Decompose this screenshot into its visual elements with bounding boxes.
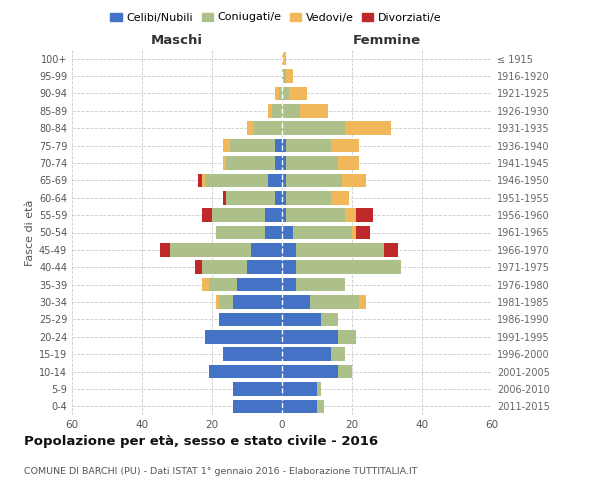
Bar	[282, 312, 320, 326]
Bar	[282, 156, 286, 170]
Bar	[282, 278, 296, 291]
Bar	[338, 330, 355, 344]
Bar	[338, 156, 359, 170]
Bar	[223, 191, 226, 204]
Bar	[226, 156, 275, 170]
Bar	[236, 278, 282, 291]
Text: Femmine: Femmine	[353, 34, 421, 46]
Bar	[268, 104, 271, 118]
Bar	[202, 208, 212, 222]
Bar	[286, 191, 331, 204]
Bar	[209, 365, 282, 378]
Bar	[345, 122, 391, 135]
Bar	[282, 174, 286, 187]
Bar	[282, 295, 310, 309]
Bar	[229, 139, 275, 152]
Bar	[233, 295, 282, 309]
Bar	[226, 191, 275, 204]
Bar	[251, 243, 282, 256]
Bar	[286, 139, 331, 152]
Bar	[296, 243, 383, 256]
Bar	[170, 243, 251, 256]
Bar	[282, 139, 286, 152]
Bar	[355, 226, 370, 239]
Text: COMUNE DI BARCHI (PU) - Dati ISTAT 1° gennaio 2016 - Elaborazione TUTTITALIA.IT: COMUNE DI BARCHI (PU) - Dati ISTAT 1° ge…	[24, 468, 418, 476]
Bar	[293, 226, 352, 239]
Bar	[160, 243, 170, 256]
Bar	[289, 86, 307, 100]
Bar	[296, 278, 345, 291]
Bar	[219, 312, 282, 326]
Bar	[198, 174, 202, 187]
Bar	[341, 174, 366, 187]
Bar	[247, 260, 282, 274]
Bar	[275, 191, 282, 204]
Bar	[286, 208, 345, 222]
Bar	[254, 122, 282, 135]
Bar	[202, 278, 209, 291]
Bar	[282, 330, 338, 344]
Bar	[282, 191, 286, 204]
Bar	[275, 156, 282, 170]
Bar	[338, 365, 352, 378]
Legend: Celibi/Nubili, Coniugati/e, Vedovi/e, Divorziati/e: Celibi/Nubili, Coniugati/e, Vedovi/e, Di…	[106, 8, 446, 27]
Bar	[278, 86, 282, 100]
Bar	[282, 226, 293, 239]
Bar	[286, 174, 341, 187]
Bar	[247, 122, 254, 135]
Bar	[282, 348, 331, 361]
Bar	[271, 104, 282, 118]
Bar	[215, 226, 265, 239]
Bar	[265, 208, 282, 222]
Bar	[275, 139, 282, 152]
Bar	[212, 208, 265, 222]
Text: Maschi: Maschi	[151, 34, 203, 46]
Bar	[265, 226, 282, 239]
Bar	[286, 70, 293, 83]
Bar	[282, 260, 296, 274]
Bar	[317, 400, 324, 413]
Bar	[194, 260, 202, 274]
Bar	[282, 86, 289, 100]
Bar	[331, 191, 349, 204]
Bar	[282, 365, 338, 378]
Bar	[320, 312, 338, 326]
Bar	[355, 208, 373, 222]
Bar	[282, 243, 296, 256]
Bar	[282, 70, 286, 83]
Text: Popolazione per età, sesso e stato civile - 2016: Popolazione per età, sesso e stato civil…	[24, 435, 378, 448]
Bar	[310, 295, 359, 309]
Bar	[331, 348, 345, 361]
Bar	[233, 382, 282, 396]
Bar	[352, 226, 355, 239]
Bar	[223, 156, 226, 170]
Bar	[233, 400, 282, 413]
Bar	[202, 174, 205, 187]
Bar	[209, 278, 236, 291]
Bar	[286, 156, 338, 170]
Bar	[331, 139, 359, 152]
Bar	[282, 104, 299, 118]
Bar	[383, 243, 398, 256]
Bar	[268, 174, 282, 187]
Bar	[205, 174, 268, 187]
Bar	[299, 104, 328, 118]
Bar	[282, 122, 345, 135]
Bar	[275, 86, 278, 100]
Bar	[282, 52, 286, 66]
Bar	[282, 382, 317, 396]
Bar	[282, 400, 317, 413]
Bar	[219, 295, 233, 309]
Bar	[345, 208, 355, 222]
Bar	[202, 260, 247, 274]
Bar	[223, 348, 282, 361]
Bar	[215, 295, 219, 309]
Bar	[223, 139, 229, 152]
Bar	[296, 260, 401, 274]
Bar	[359, 295, 366, 309]
Bar	[282, 208, 286, 222]
Bar	[205, 330, 282, 344]
Y-axis label: Fasce di età: Fasce di età	[25, 200, 35, 266]
Bar	[317, 382, 320, 396]
